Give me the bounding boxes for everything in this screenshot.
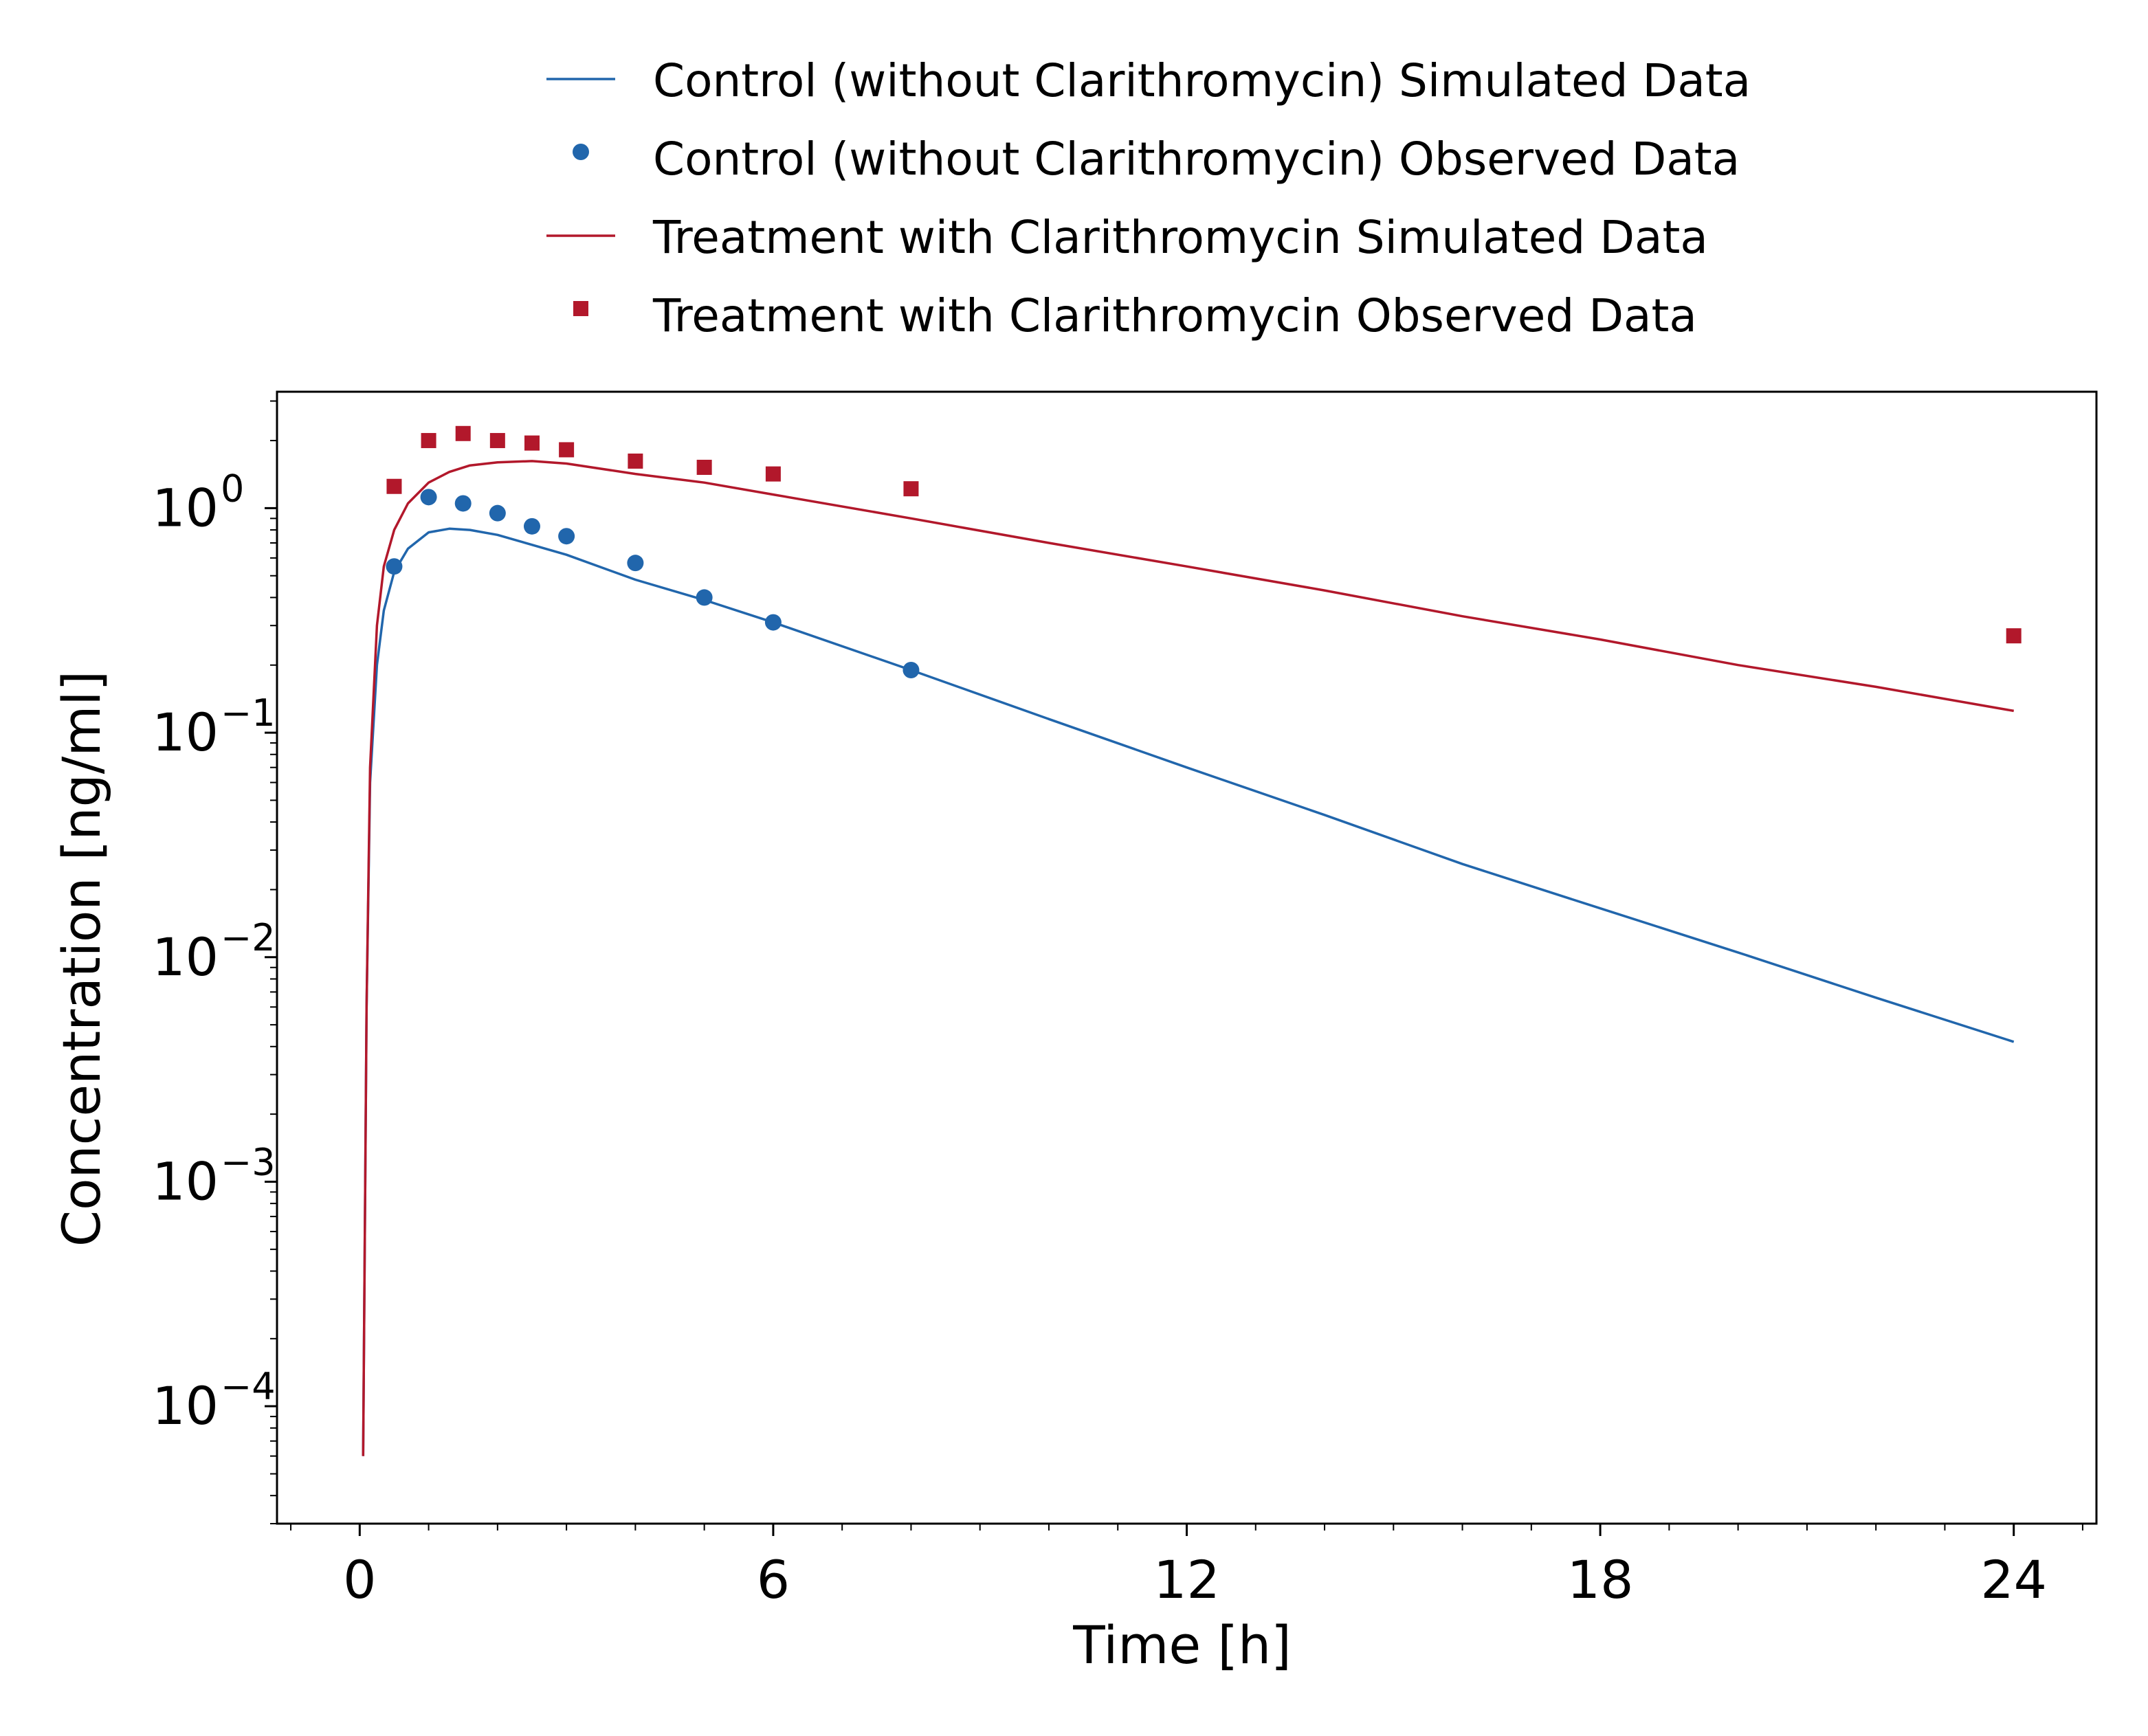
y-tick-label: 10 xyxy=(152,702,219,763)
legend-label: Treatment with Clarithromycin Observed D… xyxy=(652,289,1697,342)
data-point xyxy=(628,453,643,469)
data-point xyxy=(627,555,644,572)
data-point xyxy=(764,614,782,631)
y-tick-exponent: −3 xyxy=(221,1140,276,1183)
data-point xyxy=(421,433,436,449)
series-4 xyxy=(386,425,2022,644)
plot-frame xyxy=(276,390,2098,1525)
x-tick-label: 6 xyxy=(757,1549,790,1610)
series-line xyxy=(362,527,2015,1456)
legend-circle-swatch xyxy=(573,144,589,160)
data-point xyxy=(559,442,575,458)
legend-item: Control (without Clarithromycin) Simulat… xyxy=(546,54,1751,107)
legend-label: Control (without Clarithromycin) Observe… xyxy=(653,133,1740,186)
x-tick-label: 24 xyxy=(1980,1549,2047,1610)
x-tick-label: 18 xyxy=(1567,1549,1634,1610)
data-point xyxy=(420,489,437,506)
y-tick-label: 10 xyxy=(152,477,219,538)
series-3 xyxy=(362,460,2015,1456)
data-point xyxy=(765,466,781,482)
data-point xyxy=(558,528,575,545)
data-point xyxy=(523,518,540,535)
legend-item: Treatment with Clarithromycin Simulated … xyxy=(546,211,1708,264)
legend: Control (without Clarithromycin) Simulat… xyxy=(546,54,1751,342)
y-axis-label: Concentration [ng/ml] xyxy=(51,671,112,1247)
legend-label: Treatment with Clarithromycin Simulated … xyxy=(652,211,1708,264)
data-point xyxy=(903,481,919,497)
y-tick-exponent: −2 xyxy=(221,916,276,959)
legend-square-swatch xyxy=(573,301,588,316)
data-point xyxy=(455,425,471,441)
data-point xyxy=(524,435,540,451)
legend-item: Control (without Clarithromycin) Observe… xyxy=(573,133,1740,186)
data-point xyxy=(696,589,713,606)
y-tick-label: 10 xyxy=(152,926,219,988)
data-point xyxy=(489,433,505,449)
x-axis-label: Time [h] xyxy=(1072,1614,1292,1676)
y-tick-exponent: 0 xyxy=(221,467,244,510)
y-tick-label: 10 xyxy=(152,1150,219,1212)
data-point xyxy=(903,662,920,679)
series-line xyxy=(362,460,2015,1456)
data-point xyxy=(696,459,712,475)
data-point xyxy=(386,558,403,575)
data-point xyxy=(454,495,472,512)
y-tick-exponent: −1 xyxy=(221,691,276,735)
series-2 xyxy=(386,489,920,679)
y-tick-exponent: −4 xyxy=(221,1365,276,1408)
legend-item: Treatment with Clarithromycin Observed D… xyxy=(573,289,1697,342)
y-tick-label: 10 xyxy=(152,1375,219,1436)
data-point xyxy=(489,504,506,522)
x-tick-label: 12 xyxy=(1153,1549,1220,1610)
x-tick-label: 0 xyxy=(343,1549,376,1610)
legend-label: Control (without Clarithromycin) Simulat… xyxy=(653,54,1751,107)
data-point xyxy=(2006,628,2022,644)
data-point xyxy=(386,478,402,494)
plot-area xyxy=(362,425,2022,1456)
series-1 xyxy=(362,527,2015,1456)
